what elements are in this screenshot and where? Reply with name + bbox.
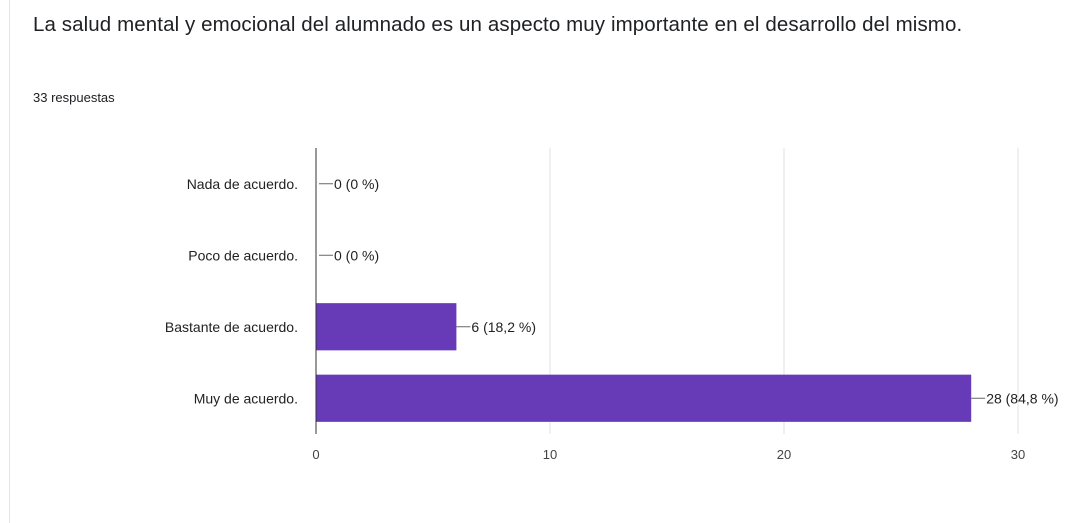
bar: [316, 374, 972, 422]
data-label: 0 (0 %): [334, 247, 379, 263]
x-tick-label: 0: [312, 447, 319, 462]
card-left-border: [0, 0, 10, 523]
data-label: 0 (0 %): [334, 176, 379, 192]
question-title: La salud mental y emocional del alumnado…: [33, 13, 963, 36]
x-tick-label: 10: [543, 447, 557, 462]
x-tick-label: 30: [1011, 447, 1025, 462]
x-tick-label: 20: [777, 447, 791, 462]
category-label: Nada de acuerdo.: [187, 176, 298, 192]
data-label: 28 (84,8 %): [986, 390, 1058, 406]
category-label: Bastante de acuerdo.: [165, 319, 298, 335]
response-count: 33 respuestas: [33, 90, 115, 105]
category-label: Poco de acuerdo.: [188, 247, 298, 263]
bars: [316, 303, 972, 422]
data-label: 6 (18,2 %): [471, 319, 536, 335]
labels: 0 10 20 30 Nada de acuerdo. 0 (0 %) Poco de ac…: [165, 176, 1059, 462]
category-label: Muy de acuerdo.: [194, 390, 298, 406]
bar: [316, 303, 457, 351]
